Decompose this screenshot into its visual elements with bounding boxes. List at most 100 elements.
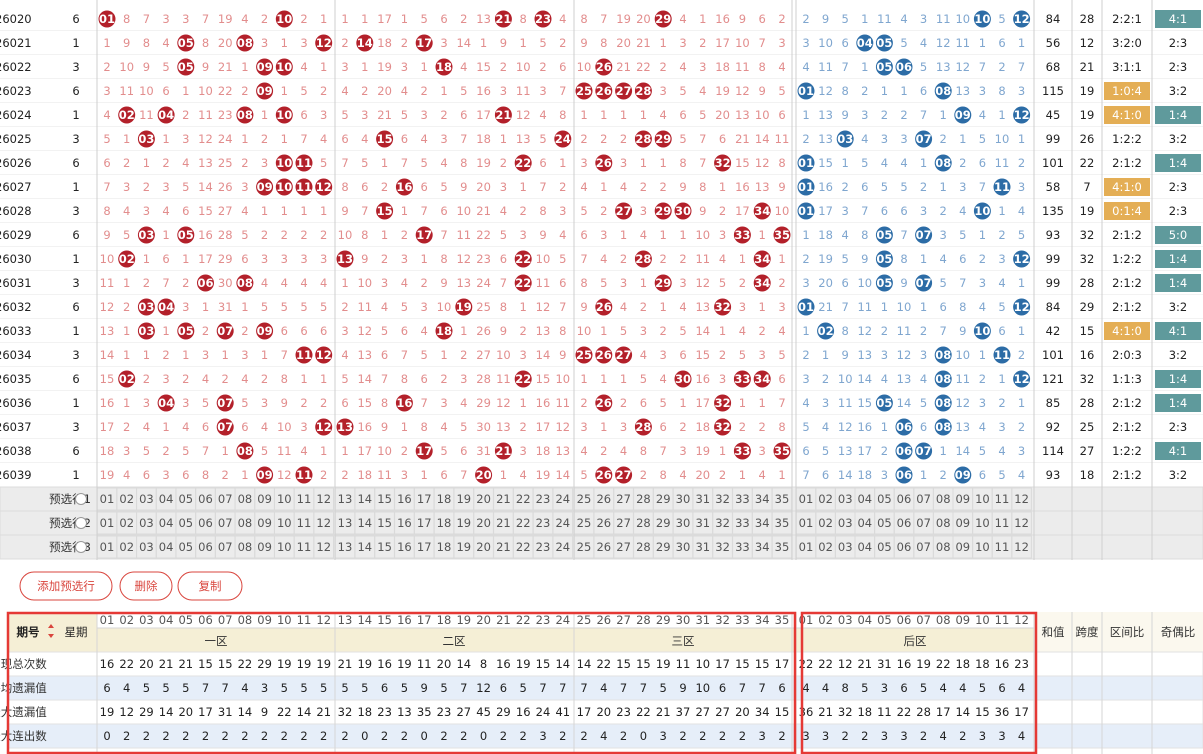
front-omission: 1 [103,36,110,50]
back-ball [934,154,952,172]
preselect-cell[interactable] [1011,487,1032,511]
preselect-cell[interactable] [313,487,334,511]
period: 2026039 [0,468,32,482]
back-ball [915,442,933,460]
stats-value: 3 [539,729,546,743]
back-ball-number: 01 [798,204,814,218]
preselect-cell[interactable] [313,511,334,535]
front-omission: 7 [103,180,110,194]
stats-value: 20 [178,705,193,719]
front-omission: 5 [202,396,209,410]
front-ball [157,106,175,124]
stats-value: 23 [377,705,392,719]
span: 26 [1080,132,1095,146]
front-ball-number: 24 [555,132,571,146]
back-omission: 6 [998,36,1005,50]
zone-ratio: 1:2:2 [1112,444,1142,458]
front-omission: 22 [476,228,491,242]
front-omission: 17 [536,420,551,434]
sum: 84 [1046,300,1061,314]
front-omission: 1 [739,396,746,410]
front-omission: 8 [520,12,527,26]
preselect-number: 34 [755,516,770,530]
preselect-radio[interactable] [75,541,87,553]
front-omission: 7 [401,348,408,362]
back-omission: 3 [959,180,966,194]
front-omission: 4 [261,276,268,290]
header-number: 27 [616,613,631,627]
front-omission: 5 [440,180,447,194]
front-omission: 4 [300,444,307,458]
preselect-radio[interactable] [75,517,87,529]
preselect-cell[interactable] [1011,511,1032,535]
preselect-cell[interactable] [552,535,574,559]
header-number: 02 [119,613,134,627]
front-omission: 20 [695,468,710,482]
front-ball [654,10,672,28]
front-ball-number: 11 [296,468,312,482]
button-label: 删除 [135,579,158,593]
front-omission: 3 [162,180,169,194]
front-omission: 1 [739,252,746,266]
front-omission: 6 [241,252,248,266]
front-omission: 1 [241,300,248,314]
back-omission: 1 [900,84,907,98]
preselect-cell[interactable] [552,511,574,535]
stats-value: 22 [818,657,833,671]
front-omission: 10 [735,36,750,50]
front-omission: 4 [401,84,408,98]
preselect-number: 05 [178,540,193,554]
front-omission: 4 [460,60,467,74]
front-ball [256,322,274,340]
front-ball [118,250,136,268]
span: 27 [1080,444,1095,458]
header-number: 09 [257,613,272,627]
button[interactable] [119,571,173,601]
preselect-number: 07 [218,516,233,530]
preselect-cell[interactable] [1011,535,1032,559]
front-omission: 25 [218,156,233,170]
front-omission: 4 [620,300,627,314]
front-omission: 1 [320,12,327,26]
front-omission: 1 [320,60,327,74]
stats-value: 5 [162,681,169,695]
front-ball-number: 15 [377,132,393,146]
front-omission: 6 [679,348,686,362]
preselect-cell[interactable] [313,535,334,559]
button[interactable] [177,571,243,601]
front-omission: 2 [600,204,607,218]
front-ball-number: 15 [377,204,393,218]
button[interactable] [19,571,113,601]
front-ball-number: 05 [178,36,194,50]
period: 2026028 [0,204,32,218]
front-omission: 8 [500,300,507,314]
back-omission: 7 [940,324,947,338]
preselect-radio[interactable] [75,493,87,505]
preselect-number: 03 [139,540,154,554]
front-ball-number: 17 [416,444,432,458]
front-omission: 1 [222,348,229,362]
preselect-number: 30 [676,492,691,506]
back-ball-number: 05 [876,276,892,290]
front-omission: 2 [699,36,706,50]
stats-value: 9 [421,681,428,695]
front-ball [595,82,613,100]
odd-even-mark [1155,106,1201,124]
front-omission: 8 [600,36,607,50]
front-omission: 28 [218,228,233,242]
back-omission: 7 [1018,60,1025,74]
sum: 84 [1046,12,1061,26]
sum: 115 [1042,84,1064,98]
back-ball [954,466,972,484]
preselect-number: 13 [338,516,353,530]
preselect-number: 03 [838,516,853,530]
zone-label: 后区 [904,634,927,648]
sum: 99 [1046,276,1061,290]
preselect-number: 03 [838,540,853,554]
header-number: 31 [695,613,710,627]
preselect-cell[interactable] [552,487,574,511]
preselect-number: 29 [656,492,671,506]
front-ball [236,106,254,124]
front-omission: 8 [202,468,209,482]
back-omission: 2 [959,156,966,170]
